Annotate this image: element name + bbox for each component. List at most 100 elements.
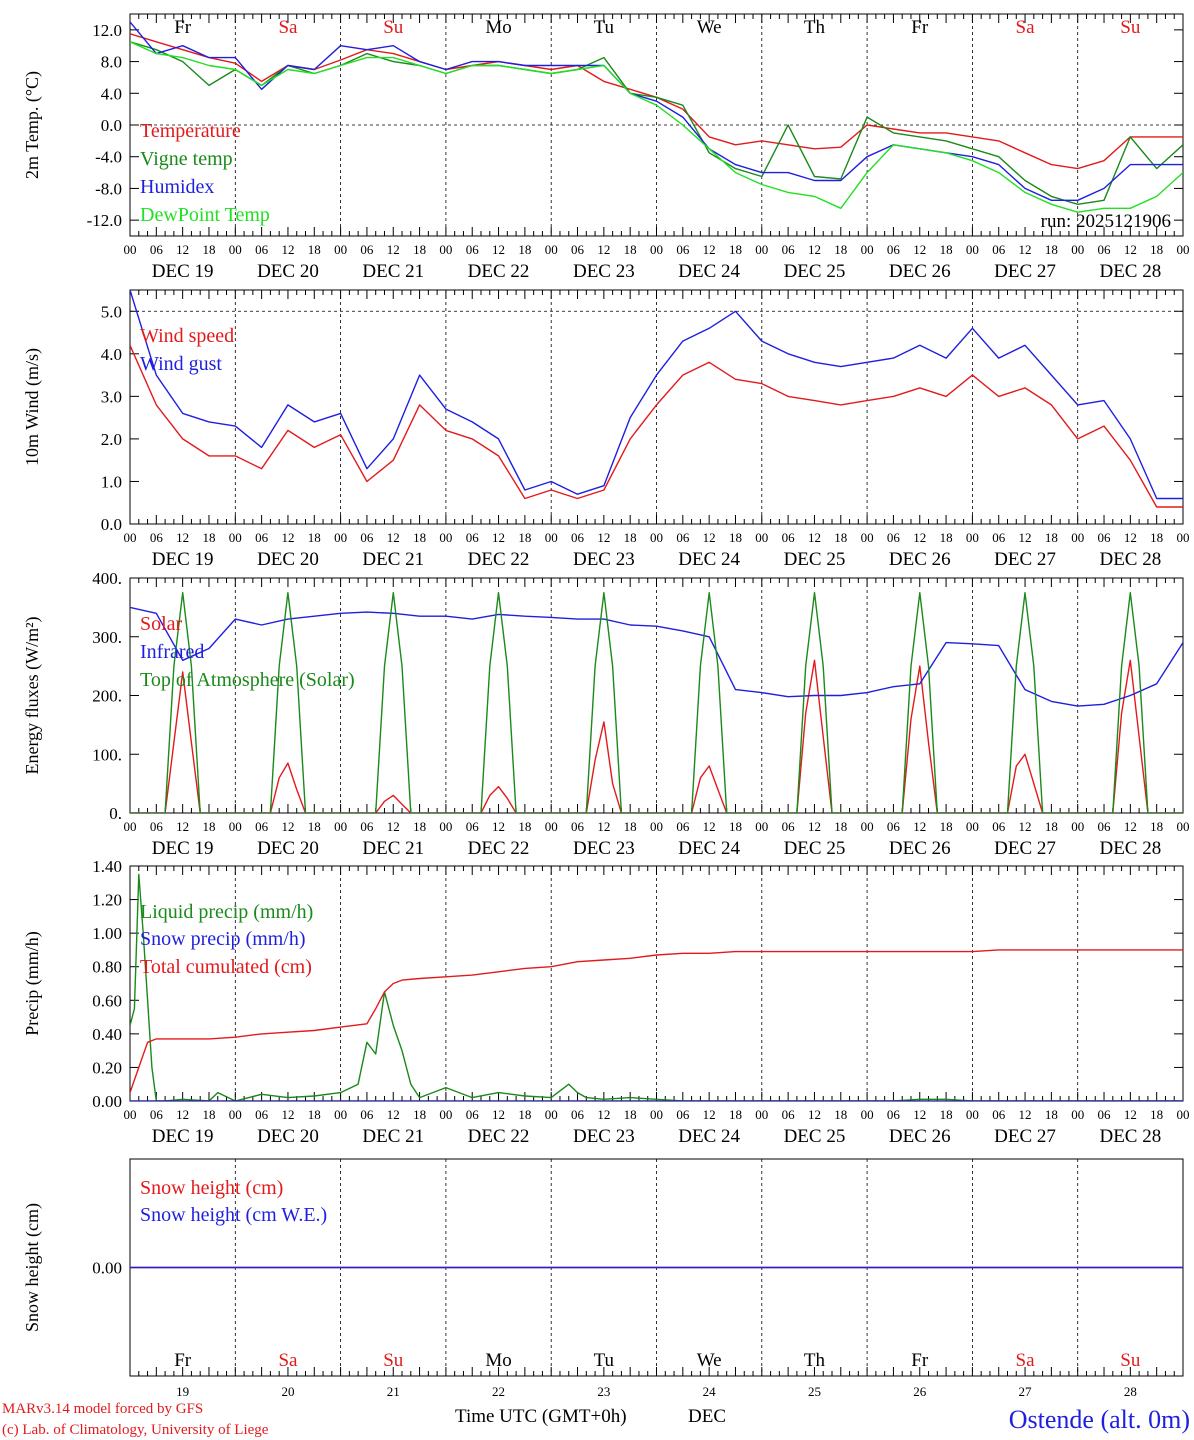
hour-label: 00	[545, 242, 558, 257]
hour-label: 18	[413, 1107, 426, 1122]
hour-label: 12	[1019, 242, 1032, 257]
hour-label: 12	[1124, 530, 1137, 545]
legend-humidex: Humidex	[140, 176, 214, 198]
hour-label: 18	[1045, 530, 1058, 545]
hour-label: 00	[334, 819, 347, 834]
hour-label: 12	[597, 242, 610, 257]
hour-label: 06	[992, 530, 1006, 545]
hour-label: 06	[360, 242, 374, 257]
hour-label: 06	[255, 819, 269, 834]
hour-label: 06	[255, 242, 269, 257]
date-label: DEC 28	[1099, 838, 1161, 859]
hour-label: 18	[624, 530, 637, 545]
hour-label: 00	[1071, 530, 1084, 545]
y-tick-label: 0.0	[101, 515, 122, 534]
day-name-label: Su	[383, 17, 404, 38]
hour-label: 06	[992, 1107, 1006, 1122]
date-label: DEC 27	[994, 1126, 1056, 1147]
day-number-label: 23	[597, 1384, 610, 1399]
y-tick-label: 12.0	[92, 21, 122, 40]
legend-dewpoint-temp: DewPoint Temp	[140, 204, 270, 226]
hour-label: 12	[1019, 1107, 1032, 1122]
hour-label: 12	[703, 819, 716, 834]
hour-label: 12	[281, 819, 294, 834]
hour-label: 06	[887, 1107, 901, 1122]
station-name: Ostende (alt. 0m)	[1009, 1405, 1190, 1434]
legend-vigne-temp: Vigne temp	[140, 148, 233, 170]
day-number-label: 22	[492, 1384, 505, 1399]
hour-label: 00	[1071, 819, 1084, 834]
date-label: DEC 26	[889, 549, 951, 570]
day-number-label: 27	[1019, 1384, 1033, 1399]
day-number-label: 25	[808, 1384, 821, 1399]
day-name-label: We	[697, 17, 722, 38]
hour-label: 18	[1150, 1107, 1163, 1122]
date-label: DEC 28	[1099, 261, 1161, 282]
y-tick-label: 0.80	[92, 958, 122, 977]
hour-label: 12	[281, 242, 294, 257]
date-label: DEC 20	[257, 261, 319, 282]
hour-label: 00	[966, 242, 979, 257]
hour-label: 12	[1019, 530, 1032, 545]
hour-label: 18	[1045, 242, 1058, 257]
hour-label: 00	[1071, 242, 1084, 257]
day-name-label: Sa	[278, 17, 298, 38]
panel-energy: 0. 100. 200. 300. 400. Energy fluxes (W/m²) 00…	[22, 569, 1190, 859]
hour-label: 00	[1177, 819, 1190, 834]
hour-label: 00	[861, 1107, 874, 1122]
panel-precip: 0.00 0.20 0.40 0.60 0.80 1.00 1.20 1.40 Precip (…	[22, 857, 1190, 1147]
y-tick-label: 1.0	[101, 472, 122, 491]
y-tick-label: -4.0	[95, 148, 122, 167]
hour-label: 12	[176, 242, 189, 257]
hour-label: 00	[124, 242, 137, 257]
hour-label: 12	[176, 530, 189, 545]
y-tick-label: 8.0	[101, 53, 122, 72]
date-label: DEC 21	[362, 549, 424, 570]
date-label: DEC 25	[784, 549, 846, 570]
hour-label: 00	[861, 530, 874, 545]
hour-label: 18	[308, 242, 321, 257]
hour-label: 00	[124, 819, 137, 834]
hour-label: 12	[492, 242, 505, 257]
legend-infrared: Infrared	[140, 641, 204, 663]
hour-label: 18	[834, 530, 847, 545]
panels: 12.0 8.0 4.0 0.0 -4.0 -8.0 -12.0 2m Temp. (°C) F…	[22, 13, 1190, 1399]
hour-label: 00	[966, 1107, 979, 1122]
hour-label: 00	[650, 530, 663, 545]
hour-label: 06	[676, 242, 690, 257]
day-number-label: 24	[703, 1384, 717, 1399]
hour-label: 12	[387, 530, 400, 545]
y-tick-label: 0.60	[92, 991, 122, 1010]
hour-label: 00	[755, 1107, 768, 1122]
hour-label: 00	[545, 819, 558, 834]
day-name-label: Mo	[485, 17, 511, 38]
hour-label: 12	[913, 242, 926, 257]
hour-label: 00	[124, 530, 137, 545]
hour-label: 18	[1045, 819, 1058, 834]
hour-label: 06	[676, 1107, 690, 1122]
date-label: DEC 27	[994, 549, 1056, 570]
hour-label: 12	[808, 242, 821, 257]
date-label: DEC 26	[889, 261, 951, 282]
date-label: DEC 27	[994, 838, 1056, 859]
hour-label: 18	[413, 819, 426, 834]
hour-label: 12	[176, 1107, 189, 1122]
hour-label: 12	[597, 1107, 610, 1122]
hour-label: 00	[439, 242, 452, 257]
hour-label: 06	[150, 1107, 164, 1122]
day-number-label: 19	[176, 1384, 189, 1399]
hour-label: 00	[650, 819, 663, 834]
xaxis-month: DEC	[688, 1406, 726, 1427]
hour-label: 00	[334, 530, 347, 545]
date-label: DEC 23	[573, 549, 635, 570]
series-line-dewpoint-temp	[130, 41, 1183, 213]
date-label: DEC 24	[678, 549, 740, 570]
series-line-humidex	[130, 21, 1183, 202]
y-tick-label: 0.0	[101, 116, 122, 135]
hour-label: 06	[676, 819, 690, 834]
hour-label: 06	[887, 530, 901, 545]
hour-label: 06	[782, 242, 796, 257]
y-tick-label: 0.	[109, 804, 122, 823]
series-line-total-cumulated-cm	[130, 949, 1183, 1093]
y-tick-label: 0.40	[92, 1025, 122, 1044]
